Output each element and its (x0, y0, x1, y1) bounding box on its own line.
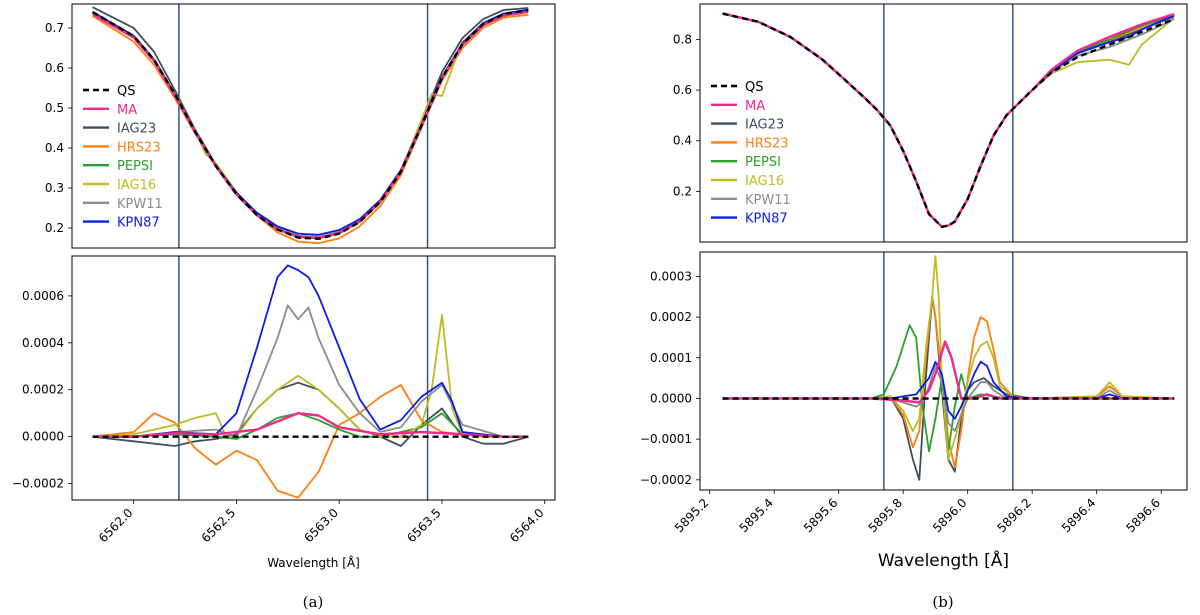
legend-label-hrs23: HRS23 (117, 140, 161, 155)
y-tick-label: 0.2 (45, 221, 64, 235)
series-line-qs (91, 8, 529, 240)
legend-label-hrs23: HRS23 (745, 136, 789, 151)
series-line-ma (92, 412, 529, 438)
series-line-qs (722, 12, 1175, 228)
y-tick-label: 0.5 (45, 101, 64, 115)
series-line-pepsi (92, 412, 529, 440)
legend: QS MA IAG23 HRS23 PEPSI IAG16 KPW11 KPN87 (83, 84, 163, 231)
legend-label-iag23: IAG23 (745, 118, 784, 133)
x-axis-label: Wavelength [Å] (267, 555, 360, 570)
legend: QS MA IAG23 HRS23 PEPSI IAG16 KPW11 KPN87 (711, 80, 791, 227)
legend-label-kpn87: KPN87 (117, 216, 160, 231)
legend-label-ma: MA (745, 99, 765, 114)
plot-frame (699, 251, 1188, 491)
y-tick-label: 0.6 (45, 61, 64, 75)
x-tick-label: 5895.2 (672, 496, 712, 536)
legend-label-kpw11: KPW11 (745, 193, 791, 208)
x-tick-label: 5895.4 (736, 496, 776, 536)
y-tick-label: 0.0002 (22, 383, 64, 397)
legend-label-pepsi: PEPSI (117, 159, 153, 174)
y-tick-label: 0.8 (673, 32, 692, 46)
y-tick-label: −0.0002 (640, 473, 692, 487)
y-tick-label: 0.0000 (650, 391, 692, 405)
y-tick-label: −0.0002 (12, 477, 64, 491)
x-tick-label: 6563.5 (404, 506, 444, 546)
series-line-hrs23 (92, 384, 529, 499)
x-tick-label: 6562.0 (96, 506, 136, 546)
legend-label-qs: QS (117, 84, 135, 99)
y-tick-label: 0.7 (45, 21, 64, 35)
x-tick-label: 5895.8 (865, 496, 905, 536)
series-group (722, 12, 1175, 228)
x-axis-label: Wavelength [Å] (878, 549, 1009, 571)
legend-label-iag16: IAG16 (117, 178, 156, 193)
legend-label-iag16: IAG16 (745, 174, 784, 189)
panel-b-top: 0.2 0.4 0.6 0.8 QS MA IAG23 HRS23 PEPSI IAG16 KPW1… (673, 3, 1188, 243)
series-group (91, 6, 529, 245)
x-tick-label: 6563.0 (301, 506, 341, 546)
x-tick-label: 6564.0 (507, 506, 547, 546)
legend-label-qs: QS (745, 80, 763, 95)
x-tick-label: 5896.2 (994, 496, 1034, 536)
y-tick-label: 0.0004 (22, 336, 64, 350)
y-tick-label: 0.2 (673, 184, 692, 198)
x-tick-label: 5896.6 (1123, 496, 1163, 536)
legend-label-kpn87: KPN87 (745, 212, 788, 227)
panel-a-top: 0.2 0.3 0.4 0.5 0.6 0.7 QS MA IAG23 HRS23 PEPSI IAG… (45, 3, 556, 249)
caption-b: (b) (932, 593, 953, 611)
y-tick-label: 0.0001 (650, 351, 692, 365)
panel-b-bottom: −0.0002 −0.0001 0.0000 0.0001 0.0002 0.0003 58… (640, 251, 1188, 571)
series-line-kpn87 (722, 360, 1175, 420)
plot-frame (699, 3, 1188, 243)
y-tick-label: 0.4 (45, 141, 64, 155)
series-line-iag16 (92, 313, 529, 438)
x-tick-label: 5895.6 (801, 496, 841, 536)
x-tick-label: 6562.5 (199, 506, 239, 546)
caption-a: (a) (303, 593, 324, 611)
y-tick-label: 0.0003 (650, 269, 692, 283)
plot-frame (71, 255, 556, 501)
series-line-iag16 (722, 255, 1175, 461)
legend-label-kpw11: KPW11 (117, 197, 163, 212)
legend-label-ma: MA (117, 103, 137, 118)
y-tick-label: 0.3 (45, 181, 64, 195)
panel-a-bottom: −0.0002 0.0000 0.0002 0.0004 0.0006 6562.0 656… (12, 255, 556, 570)
y-tick-label: 0.4 (673, 134, 692, 148)
legend-label-iag23: IAG23 (117, 122, 156, 137)
plot-frame (71, 3, 556, 249)
y-tick-label: 0.6 (673, 83, 692, 97)
y-tick-label: 0.0002 (650, 310, 692, 324)
x-tick-label: 5896.4 (1059, 496, 1099, 536)
legend-label-pepsi: PEPSI (745, 155, 781, 170)
y-tick-label: 0.0000 (22, 430, 64, 444)
x-tick-label: 5896.0 (930, 496, 970, 536)
series-group (722, 255, 1175, 481)
series-line-kpn87 (92, 264, 529, 438)
y-tick-label: −0.0001 (640, 432, 692, 446)
y-tick-label: 0.0006 (22, 289, 64, 303)
series-group (92, 264, 529, 499)
